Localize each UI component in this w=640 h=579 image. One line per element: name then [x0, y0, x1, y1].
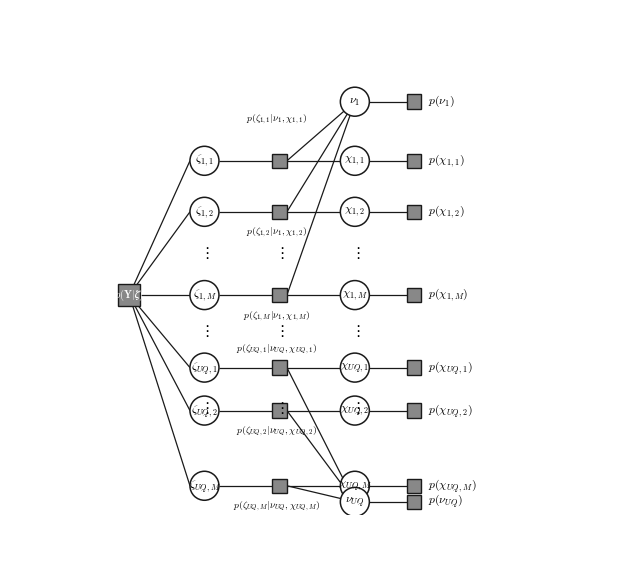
Circle shape: [340, 87, 369, 116]
Text: $\zeta_{1,1}$: $\zeta_{1,1}$: [195, 153, 214, 168]
Text: $\zeta_{1,M}$: $\zeta_{1,M}$: [193, 287, 216, 303]
Text: $\vdots$: $\vdots$: [349, 245, 360, 262]
Circle shape: [340, 281, 369, 310]
Circle shape: [340, 396, 369, 425]
Text: $\zeta_{UQ,1}$: $\zeta_{UQ,1}$: [191, 360, 218, 376]
Text: $\vdots$: $\vdots$: [199, 245, 210, 262]
Text: $p(\chi_{UQ,2})$: $p(\chi_{UQ,2})$: [428, 402, 472, 419]
Circle shape: [340, 471, 369, 500]
Text: $\nu_1$: $\nu_1$: [349, 95, 360, 108]
Text: $\nu_{UQ}$: $\nu_{UQ}$: [345, 495, 365, 509]
Bar: [273, 478, 287, 493]
Bar: [406, 204, 421, 219]
Text: $p(\zeta_{1,M}|\nu_1, \chi_{1,M})$: $p(\zeta_{1,M}|\nu_1, \chi_{1,M})$: [243, 309, 311, 323]
Text: $p(\zeta_{1,2}|\nu_1, \chi_{1,2})$: $p(\zeta_{1,2}|\nu_1, \chi_{1,2})$: [246, 226, 308, 239]
Circle shape: [190, 197, 219, 226]
Text: $\zeta_{UQ,M}$: $\zeta_{UQ,M}$: [189, 478, 220, 494]
Bar: [273, 288, 287, 302]
Bar: [406, 404, 421, 418]
Text: $\chi_{UQ,2}$: $\chi_{UQ,2}$: [340, 404, 369, 417]
Bar: [273, 204, 287, 219]
Text: $\vdots$: $\vdots$: [349, 400, 360, 416]
Bar: [273, 153, 287, 168]
Bar: [406, 360, 421, 375]
Text: $p(\nu_{UQ})$: $p(\nu_{UQ})$: [428, 493, 463, 511]
Circle shape: [190, 146, 219, 175]
Bar: [273, 404, 287, 418]
Bar: [273, 360, 287, 375]
Circle shape: [190, 396, 219, 425]
Bar: [406, 478, 421, 493]
Text: $\chi_{UQ,M}$: $\chi_{UQ,M}$: [338, 479, 372, 492]
Text: $\chi_{1,M}$: $\chi_{1,M}$: [342, 288, 368, 302]
Circle shape: [340, 197, 369, 226]
Text: $p(\chi_{1,2})$: $p(\chi_{1,2})$: [428, 204, 464, 220]
Bar: [118, 284, 140, 306]
Text: $\chi_{1,2}$: $\chi_{1,2}$: [344, 206, 365, 218]
Circle shape: [190, 353, 219, 382]
Text: $\vdots$: $\vdots$: [275, 245, 285, 262]
Text: $\zeta_{1,2}$: $\zeta_{1,2}$: [195, 204, 214, 219]
Text: $p(\zeta_{UQ,M}|\nu_{UQ}, \chi_{UQ,M})$: $p(\zeta_{UQ,M}|\nu_{UQ}, \chi_{UQ,M})$: [233, 500, 321, 514]
Text: $p(\nu_1)$: $p(\nu_1)$: [428, 94, 455, 109]
Text: $p(\chi_{1,M})$: $p(\chi_{1,M})$: [428, 287, 468, 303]
Text: $\vdots$: $\vdots$: [275, 400, 285, 416]
Text: $p(\chi_{UQ,1})$: $p(\chi_{UQ,1})$: [428, 359, 472, 376]
Circle shape: [190, 281, 219, 310]
Bar: [406, 94, 421, 109]
Circle shape: [340, 146, 369, 175]
Text: $\vdots$: $\vdots$: [199, 400, 210, 416]
Text: $\zeta_{UQ,2}$: $\zeta_{UQ,2}$: [191, 402, 218, 419]
Bar: [406, 494, 421, 509]
Bar: [406, 288, 421, 302]
Circle shape: [190, 471, 219, 500]
Text: $\vdots$: $\vdots$: [275, 323, 285, 339]
Text: $\vdots$: $\vdots$: [199, 323, 210, 339]
Text: $p(\mathbf{Y}|\boldsymbol{\zeta})$: $p(\mathbf{Y}|\boldsymbol{\zeta})$: [115, 287, 144, 303]
Text: $\chi_{UQ,1}$: $\chi_{UQ,1}$: [340, 361, 369, 374]
Bar: [406, 153, 421, 168]
Circle shape: [340, 488, 369, 516]
Text: $p(\chi_{UQ,M})$: $p(\chi_{UQ,M})$: [428, 477, 476, 494]
Circle shape: [340, 353, 369, 382]
Text: $\vdots$: $\vdots$: [349, 323, 360, 339]
Text: $p(\zeta_{1,1}|\nu_1, \chi_{1,1})$: $p(\zeta_{1,1}|\nu_1, \chi_{1,1})$: [246, 112, 308, 126]
Text: $p(\zeta_{UQ,2}|\nu_{UQ}, \chi_{UQ,2})$: $p(\zeta_{UQ,2}|\nu_{UQ}, \chi_{UQ,2})$: [236, 424, 317, 438]
Text: $p(\chi_{1,1})$: $p(\chi_{1,1})$: [428, 153, 464, 169]
Text: $\chi_{1,1}$: $\chi_{1,1}$: [344, 154, 365, 167]
Text: $p(\zeta_{UQ,1}|\nu_{UQ}, \chi_{UQ,1})$: $p(\zeta_{UQ,1}|\nu_{UQ}, \chi_{UQ,1})$: [236, 342, 317, 356]
